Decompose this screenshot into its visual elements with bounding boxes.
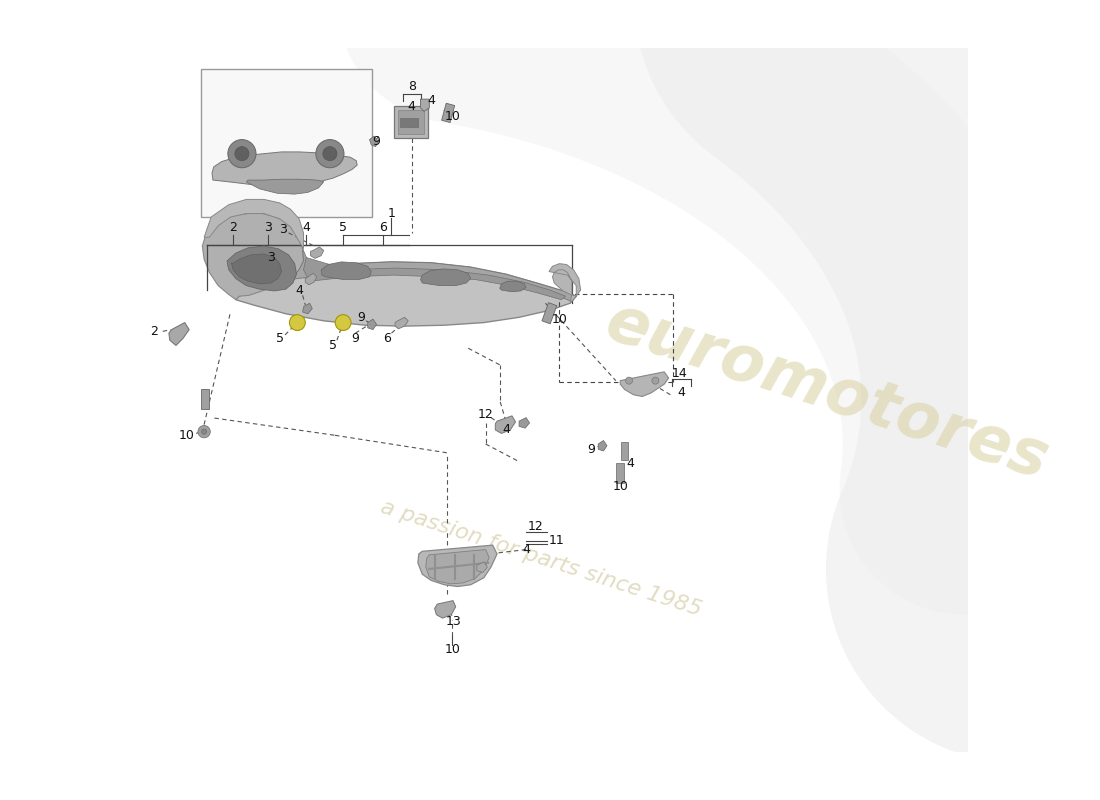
Text: 3: 3 (264, 221, 273, 234)
Text: 10: 10 (551, 313, 568, 326)
Text: 9: 9 (373, 135, 381, 148)
Polygon shape (370, 136, 378, 146)
Text: 13: 13 (447, 615, 462, 628)
Polygon shape (306, 274, 317, 285)
Polygon shape (395, 318, 408, 329)
Text: 4: 4 (295, 283, 304, 297)
Polygon shape (202, 214, 304, 300)
Text: 10: 10 (444, 643, 460, 656)
Polygon shape (418, 545, 497, 586)
Polygon shape (434, 601, 455, 618)
Polygon shape (499, 282, 526, 292)
Bar (441, 103, 454, 122)
Circle shape (323, 146, 337, 161)
Bar (616, 463, 624, 482)
Polygon shape (598, 441, 607, 451)
Text: 8: 8 (408, 80, 416, 94)
Text: 10: 10 (444, 110, 460, 123)
Bar (200, 390, 209, 409)
Circle shape (235, 146, 249, 161)
Text: 4: 4 (678, 386, 685, 398)
Polygon shape (235, 262, 576, 326)
Circle shape (201, 429, 207, 434)
Polygon shape (310, 247, 323, 258)
Text: 12: 12 (528, 520, 543, 533)
Bar (397, 110, 424, 134)
Text: 10: 10 (178, 429, 195, 442)
Text: 2: 2 (150, 325, 158, 338)
Circle shape (289, 314, 306, 330)
Text: 2: 2 (229, 221, 238, 234)
Polygon shape (290, 249, 576, 302)
Text: 5: 5 (339, 221, 348, 234)
Polygon shape (246, 179, 323, 194)
Text: 9: 9 (587, 442, 595, 456)
Circle shape (336, 314, 351, 330)
Circle shape (652, 377, 659, 384)
Circle shape (316, 139, 344, 168)
Circle shape (228, 139, 256, 168)
Text: 11: 11 (549, 534, 564, 547)
Text: 4: 4 (302, 221, 310, 234)
Text: a passion for parts since 1985: a passion for parts since 1985 (378, 497, 704, 619)
Bar (542, 302, 557, 324)
Polygon shape (495, 416, 516, 434)
Circle shape (626, 377, 632, 384)
Bar (394, 106, 428, 138)
Polygon shape (400, 118, 418, 127)
Bar (200, 70, 372, 217)
Polygon shape (302, 303, 312, 314)
Text: 12: 12 (477, 407, 494, 421)
Polygon shape (420, 99, 429, 111)
Text: 9: 9 (352, 332, 360, 345)
Polygon shape (620, 372, 669, 397)
Polygon shape (227, 246, 297, 291)
Text: 4: 4 (626, 457, 634, 470)
Text: 9: 9 (356, 311, 364, 324)
Text: 14: 14 (672, 367, 688, 380)
Polygon shape (169, 322, 189, 346)
Polygon shape (420, 269, 471, 286)
Text: 5: 5 (329, 339, 337, 352)
Text: 3: 3 (279, 223, 287, 236)
Text: euromotores: euromotores (598, 290, 1057, 492)
Text: 5: 5 (276, 332, 284, 345)
Polygon shape (231, 254, 282, 284)
Text: 6: 6 (378, 221, 386, 234)
Bar (621, 442, 628, 460)
Text: 4: 4 (408, 100, 416, 113)
Polygon shape (367, 319, 376, 330)
Text: 3: 3 (267, 251, 275, 264)
Text: 1: 1 (387, 207, 395, 220)
Polygon shape (549, 264, 581, 303)
Polygon shape (519, 418, 529, 428)
Polygon shape (212, 152, 358, 186)
Polygon shape (205, 199, 304, 249)
Text: 4: 4 (522, 543, 530, 556)
Polygon shape (426, 550, 490, 584)
Polygon shape (476, 562, 487, 573)
Text: 4: 4 (427, 94, 434, 107)
Polygon shape (304, 258, 565, 300)
Text: 4: 4 (503, 423, 510, 437)
Circle shape (198, 426, 210, 438)
Polygon shape (321, 262, 372, 279)
Text: 10: 10 (613, 480, 629, 493)
Text: 6: 6 (383, 332, 390, 345)
